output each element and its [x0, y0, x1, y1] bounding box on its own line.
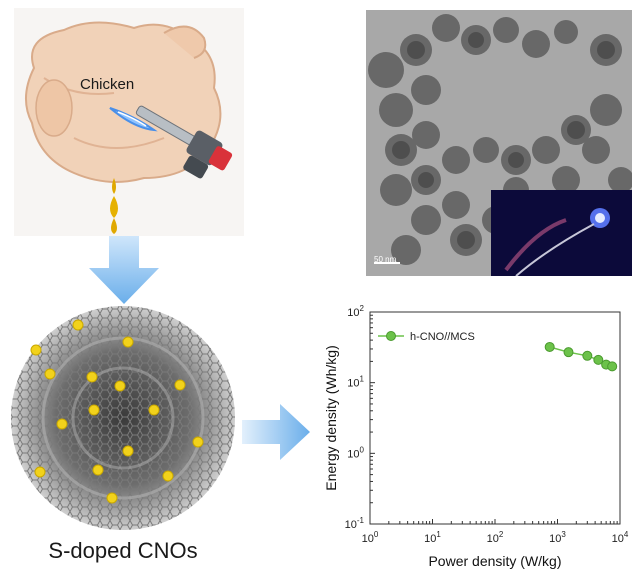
data-point [544, 341, 555, 352]
legend-marker [386, 331, 396, 341]
ragone-chart: 100 101 102 103 104 10-1 100 101 102 h-CNO//MCS … [316, 296, 640, 576]
chicken-torch-illustration [14, 8, 244, 236]
right-arrow-icon [242, 404, 310, 460]
x-tick-label: 101 [424, 530, 441, 545]
down-arrow-icon [89, 236, 159, 304]
tem-image [366, 10, 632, 276]
torch-icon [135, 105, 233, 179]
carbon-onion-icon [11, 306, 235, 530]
cno-label: S-doped CNOs [48, 538, 198, 563]
x-tick-label: 104 [612, 530, 629, 545]
carbon-onion-illustration [0, 300, 246, 540]
chicken-icon [25, 21, 222, 183]
y-tick-label: 10-1 [345, 516, 365, 531]
y-tick-label: 100 [347, 445, 364, 460]
plot-frame [369, 311, 621, 525]
y-axis-label: Energy density (Wh/kg) [323, 345, 339, 491]
legend-label: h-CNO//MCS [410, 331, 475, 343]
scale-bar-label: 50 nm [374, 255, 397, 264]
data-point [607, 361, 618, 372]
y-tick-label: 102 [347, 304, 364, 319]
tem-micrograph [366, 10, 632, 276]
x-axis-label: Power density (W/kg) [428, 553, 561, 569]
chicken-label: Chicken [80, 76, 135, 93]
data-point [582, 350, 593, 361]
y-tick-label: 101 [347, 375, 364, 390]
flame-icon [109, 107, 158, 132]
data-point [563, 347, 574, 358]
x-tick-label: 103 [549, 530, 566, 545]
x-tick-label: 102 [487, 530, 504, 545]
x-tick-label: 100 [362, 530, 379, 545]
oil-drop-icon [110, 178, 118, 234]
data-point [593, 354, 604, 365]
